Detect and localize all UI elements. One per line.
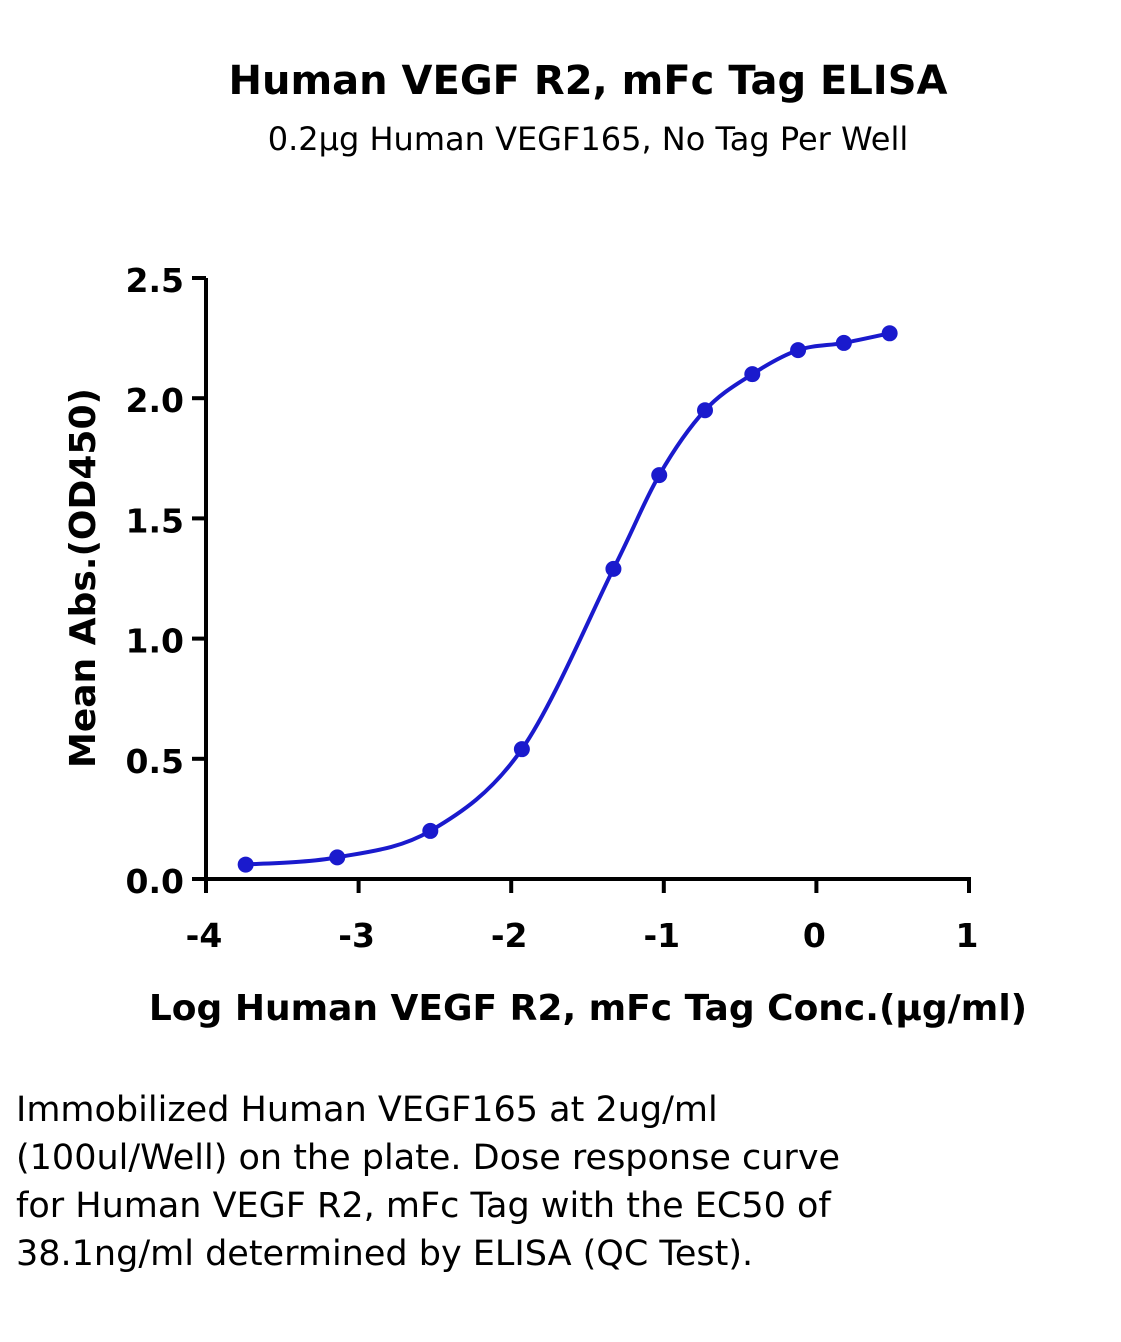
fit-curve-line <box>245 331 891 867</box>
chart-title: Human VEGF R2, mFc Tag ELISA <box>229 58 948 104</box>
y-tick-label: 2.0 <box>126 381 184 420</box>
data-point <box>697 402 714 419</box>
data-point <box>790 342 807 359</box>
x-tick-label: -3 <box>338 916 375 955</box>
fit-curve-layer <box>245 331 891 867</box>
data-point <box>744 366 761 383</box>
y-tick-label: 0.0 <box>126 862 184 901</box>
y-axis-label: Mean Abs.(OD450) <box>63 388 104 768</box>
data-point <box>881 325 898 342</box>
x-axis-label: Log Human VEGF R2, mFc Tag Conc.(μg/ml) <box>149 988 1027 1029</box>
data-points-layer <box>237 325 898 873</box>
data-point <box>651 467 668 484</box>
y-tick-label: 1.5 <box>126 501 184 540</box>
data-point <box>605 560 622 577</box>
axes: 0.0 0.5 1.0 1.5 2.0 2.5 -4 -3 -2 -1 0 1 <box>126 261 979 955</box>
x-tick-label: -1 <box>643 916 680 955</box>
y-tick-label: 1.0 <box>126 622 184 661</box>
elisa-chart: Human VEGF R2, mFc Tag ELISA 0.2μg Human… <box>63 58 1027 1029</box>
chart-subtitle: 0.2μg Human VEGF165, No Tag Per Well <box>268 120 908 158</box>
y-tick-label: 2.5 <box>126 261 184 300</box>
figure-caption: Immobilized Human VEGF165 at 2ug/ml (100… <box>16 1090 841 1274</box>
x-tick-label: -4 <box>186 916 223 955</box>
x-tick-label: 0 <box>803 916 826 955</box>
data-point <box>329 849 346 866</box>
data-point <box>835 334 852 351</box>
x-tick-label: -2 <box>491 916 528 955</box>
x-tick-label: 1 <box>956 916 979 955</box>
data-point <box>422 822 439 839</box>
y-tick-label: 0.5 <box>126 742 184 781</box>
data-point <box>513 741 530 758</box>
data-point <box>237 856 254 873</box>
